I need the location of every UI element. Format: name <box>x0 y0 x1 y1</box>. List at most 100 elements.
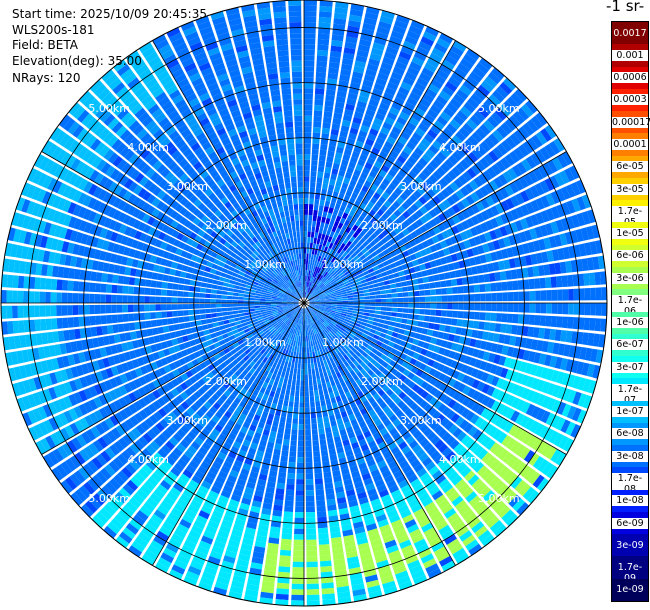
range-gate-cell <box>269 390 276 398</box>
range-gate-cell <box>469 441 480 453</box>
range-gate-cell <box>161 459 173 470</box>
range-gate-cell <box>316 339 320 345</box>
range-gate-cell <box>419 303 426 309</box>
range-gate-cell <box>527 241 536 253</box>
range-gate-cell <box>393 396 402 405</box>
range-gate-cell <box>388 182 397 191</box>
range-gate-cell <box>155 304 161 311</box>
range-gate-cell <box>312 127 321 133</box>
range-gate-cell <box>344 41 357 50</box>
range-gate-cell <box>318 205 324 212</box>
range-gate-cell <box>415 209 424 218</box>
range-gate-cell <box>118 509 131 522</box>
range-gate-cell <box>253 323 260 328</box>
range-gate-cell <box>510 269 518 280</box>
range-gate-cell <box>310 165 318 172</box>
range-gate-cell <box>541 443 553 457</box>
range-gate-cell <box>313 277 317 284</box>
range-gate-cell <box>363 380 370 388</box>
range-gate-cell <box>496 344 504 354</box>
range-gate-cell <box>306 335 308 342</box>
range-gate-cell <box>354 428 363 437</box>
range-gate-cell <box>92 337 100 348</box>
range-gate-cell <box>304 325 306 331</box>
range-gate-cell <box>514 88 528 102</box>
range-gate-cell <box>188 309 195 316</box>
range-gate-cell <box>352 291 359 295</box>
range-gate-cell <box>30 333 38 347</box>
range-gate-cell <box>301 352 304 359</box>
range-gate-cell <box>360 553 373 562</box>
range-gate-cell <box>114 513 128 526</box>
range-gate-cell <box>18 320 25 333</box>
range-gate-cell <box>471 203 480 214</box>
range-gate-cell <box>370 93 381 102</box>
range-gate-cell <box>319 275 324 281</box>
range-gate-cell <box>180 391 189 401</box>
range-gate-cell <box>144 549 158 561</box>
range-gate-cell <box>524 303 530 313</box>
beta-sectors <box>1 0 607 606</box>
range-gate-cell <box>308 324 312 330</box>
range-gate-cell <box>321 127 330 135</box>
range-gate-cell <box>358 420 367 429</box>
range-gate-cell <box>282 527 293 535</box>
range-gate-cell <box>332 208 339 216</box>
range-gate-cell <box>250 316 257 320</box>
range-gate-cell <box>380 446 390 455</box>
range-gate-cell <box>466 167 477 179</box>
range-gate-cell <box>450 516 463 528</box>
range-gate-cell <box>418 492 430 503</box>
range-gate-cell <box>219 565 233 575</box>
range-gate-cell <box>493 524 507 537</box>
range-gate-cell <box>186 534 199 545</box>
range-gate-cell <box>374 508 385 518</box>
range-gate-cell <box>225 397 233 406</box>
range-gate-cell <box>104 464 116 477</box>
range-gate-cell <box>213 540 226 550</box>
range-gate-cell <box>304 292 307 298</box>
range-gate-cell <box>265 331 272 337</box>
range-gate-cell <box>558 435 570 450</box>
range-gate-cell <box>256 314 263 319</box>
range-gate-cell <box>324 234 329 242</box>
range-gate-cell <box>410 20 425 31</box>
range-gate-cell <box>286 478 295 485</box>
range-gate-cell <box>319 0 333 7</box>
range-gate-cell <box>433 205 442 215</box>
range-gate-cell <box>377 410 385 418</box>
range-gate-cell <box>306 324 309 331</box>
range-gate-cell <box>349 362 356 370</box>
range-gate-cell <box>308 253 312 260</box>
range-gate-cell <box>134 367 143 377</box>
range-gate-cell <box>335 486 345 494</box>
range-gate-cell <box>333 12 347 20</box>
range-gate-cell <box>369 306 376 310</box>
range-gate-cell <box>143 501 155 513</box>
range-gate-cell <box>266 308 272 311</box>
range-gate-cell <box>128 403 138 414</box>
range-gate-cell <box>306 281 309 287</box>
range-gate-cell <box>331 264 337 270</box>
range-gate-cell <box>485 341 493 352</box>
range-gate-cell <box>584 303 591 316</box>
range-gate-cell <box>595 303 602 316</box>
range-gate-cell <box>247 429 255 437</box>
range-gate-cell <box>331 301 338 303</box>
range-gate-cell <box>357 159 366 167</box>
range-gate-cell <box>320 300 326 302</box>
range-gate-cell <box>518 303 525 313</box>
range-gate-cell <box>199 405 209 414</box>
range-gate-cell <box>419 249 427 257</box>
range-gate-cell <box>427 275 435 282</box>
range-gate-cell <box>461 487 474 499</box>
range-gate-cell <box>328 315 334 320</box>
range-gate-cell <box>480 222 489 233</box>
range-gate-cell <box>239 413 247 421</box>
range-gate-cell <box>191 475 203 485</box>
range-gate-cell <box>168 411 178 421</box>
range-gate-cell <box>370 469 381 478</box>
range-gate-cell <box>199 361 207 369</box>
range-gate-cell <box>222 333 229 339</box>
range-gate-cell <box>364 338 371 345</box>
